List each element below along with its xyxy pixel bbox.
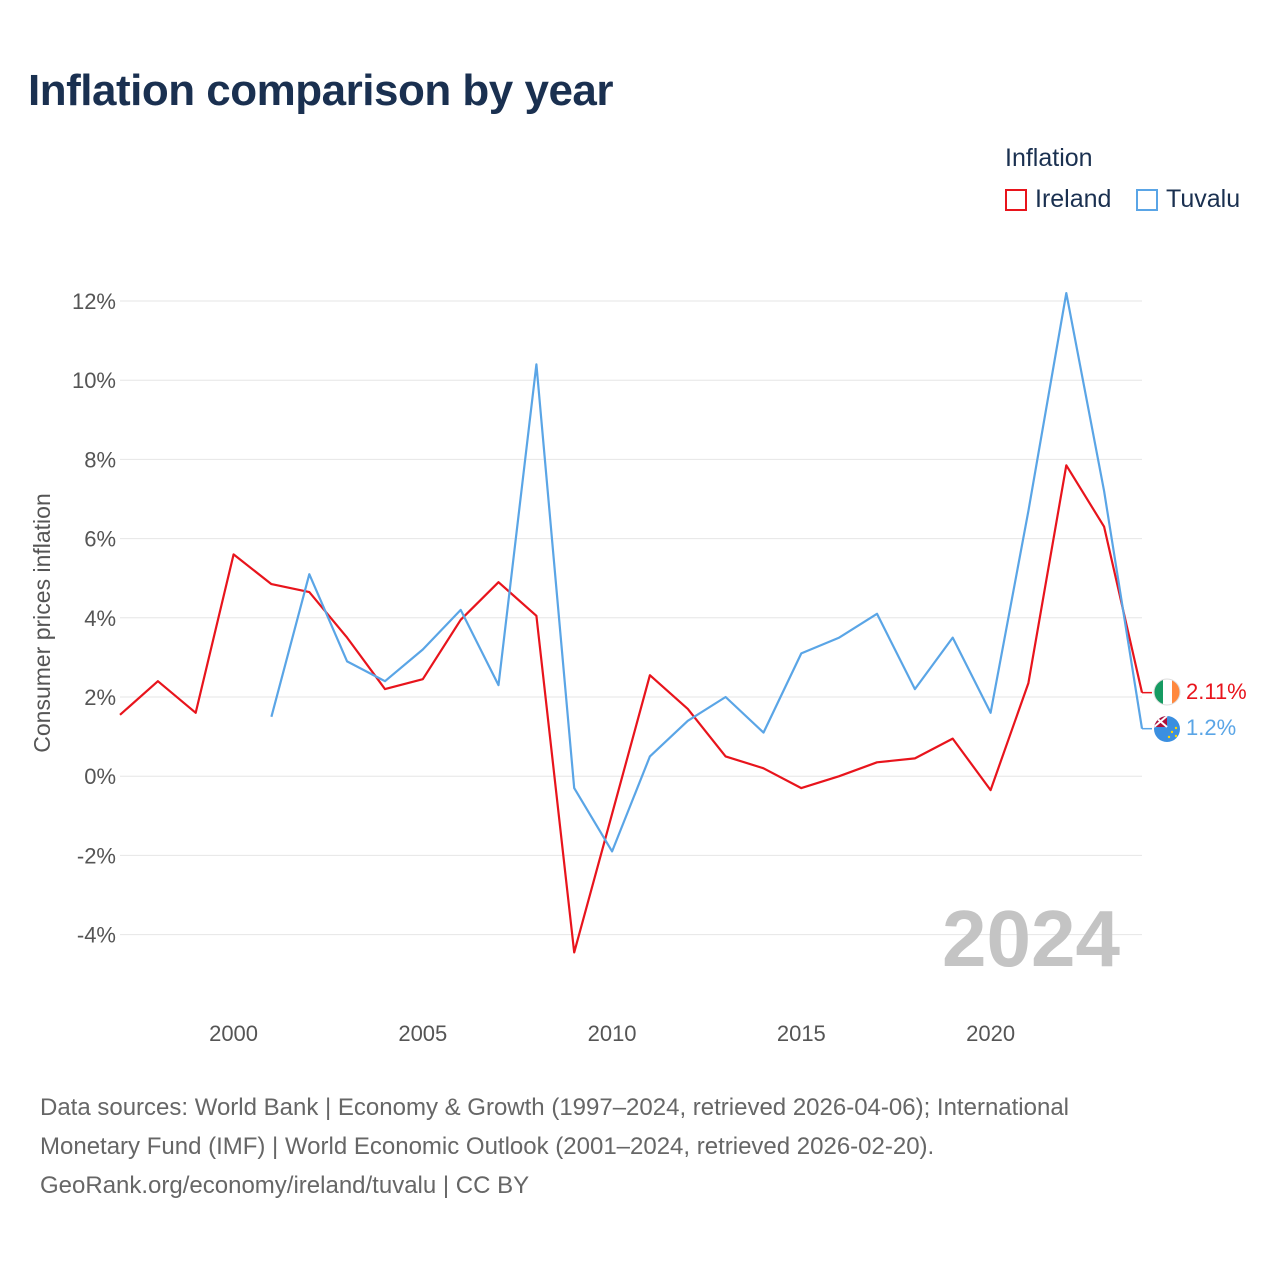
- x-tick-label: 2020: [966, 1021, 1015, 1046]
- x-tick-label: 2000: [209, 1021, 258, 1046]
- tuvalu-flag-icon: [1154, 716, 1180, 742]
- legend-swatch-ireland: [1005, 188, 1027, 211]
- y-tick-label: -2%: [77, 843, 116, 868]
- data-sources: Data sources: World Bank | Economy & Gro…: [40, 1088, 1240, 1205]
- series-line-ireland[interactable]: [119, 464, 1144, 954]
- y-axis-label: Consumer prices inflation: [29, 493, 55, 753]
- x-tick-label: 2005: [398, 1021, 447, 1046]
- year-watermark: 2024: [942, 894, 1120, 983]
- y-axis-ticks: 12% 10% 8% 6% 4% 2% 0% -2% -4%: [72, 289, 116, 948]
- y-tick-label: -4%: [77, 923, 116, 948]
- line-chart: 12%10%8%6%4%2%0%-2%-4% 2000 2005 2010 2015 2…: [29, 289, 1247, 1046]
- x-tick-label: 2015: [777, 1021, 826, 1046]
- legend-item-tuvalu[interactable]: Tuvalu: [1136, 185, 1240, 214]
- ireland-flag-icon: [1153, 678, 1181, 706]
- sources-line-2: Monetary Fund (IMF) | World Economic Out…: [40, 1133, 935, 1160]
- end-label-tuvalu: 1.2%: [1186, 715, 1236, 740]
- legend-title: Inflation: [1005, 144, 1093, 172]
- sources-line-3[interactable]: GeoRank.org/economy/ireland/tuvalu | CC …: [40, 1172, 530, 1199]
- x-axis-ticks: 2000 2005 2010 2015 2020: [209, 1021, 1015, 1046]
- legend-swatch-tuvalu: [1136, 188, 1158, 211]
- legend-label-ireland: Ireland: [1035, 185, 1112, 213]
- end-label-ireland: 2.11%: [1186, 679, 1247, 704]
- y-tick-label: 2%: [84, 685, 116, 710]
- series-line-tuvalu[interactable]: [270, 292, 1144, 853]
- y-tick-label: 0%: [84, 764, 116, 789]
- series-lines: [119, 292, 1152, 954]
- gridlines: [120, 300, 1142, 936]
- x-tick-label: 2010: [588, 1021, 637, 1046]
- y-tick-label: 10%: [72, 368, 116, 393]
- legend-item-ireland[interactable]: Ireland: [1005, 185, 1111, 214]
- sources-line-1: Data sources: World Bank | Economy & Gro…: [40, 1094, 1070, 1121]
- y-tick-label: 12%: [72, 289, 116, 314]
- y-tick-label: 6%: [84, 527, 116, 552]
- y-tick-label: 8%: [84, 447, 116, 472]
- chart-title: Inflation comparison by year: [28, 66, 614, 115]
- y-tick-label: 4%: [84, 606, 116, 631]
- legend-label-tuvalu: Tuvalu: [1166, 185, 1241, 213]
